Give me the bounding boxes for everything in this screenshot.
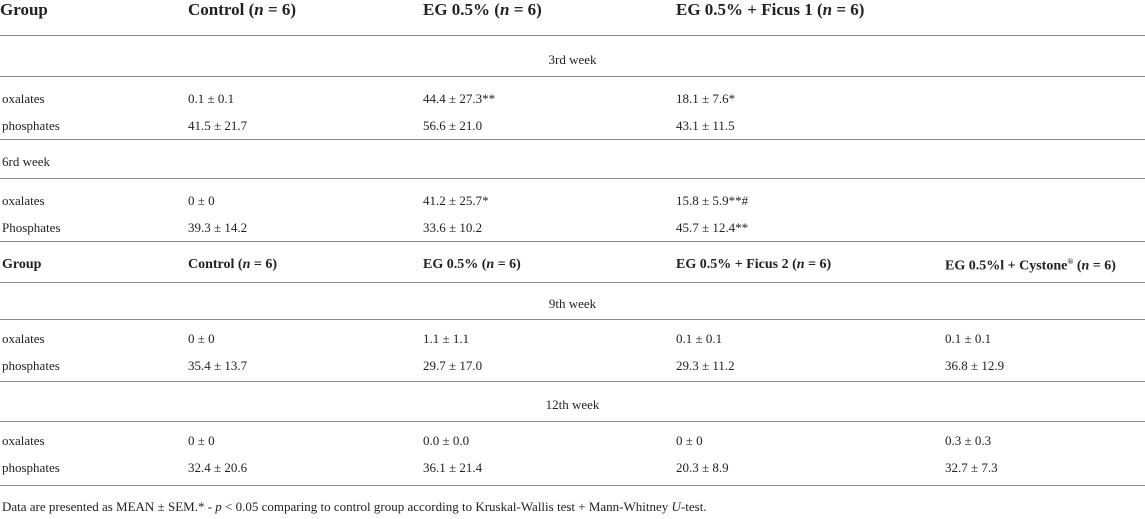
t1-header-rule bbox=[0, 35, 1145, 36]
table-cell: 0.1 ± 0.1 bbox=[188, 91, 235, 106]
section-label-3rd-week: 3rd week bbox=[548, 52, 597, 67]
table-cell: 0 ± 0 bbox=[188, 433, 215, 448]
t1-header-group: Group bbox=[0, 0, 48, 19]
section-rule bbox=[0, 76, 1145, 77]
table-footnote: Data are presented as MEAN ± SEM.* - p <… bbox=[2, 499, 707, 514]
section-label-9th-week: 9th week bbox=[548, 296, 597, 311]
row-label: oxalates bbox=[2, 91, 45, 106]
table-cell: 29.7 ± 17.0 bbox=[423, 358, 483, 373]
table-cell: 1.1 ± 1.1 bbox=[423, 331, 470, 346]
t1-header-control: Control (n = 6) bbox=[188, 0, 297, 19]
t1-header-eg: EG 0.5% (n = 6) bbox=[423, 0, 542, 19]
table-cell: 35.4 ± 13.7 bbox=[188, 358, 248, 373]
row-label: Phosphates bbox=[2, 220, 61, 235]
table-divider-rule bbox=[0, 241, 1145, 242]
section-label-6rd-week: 6rd week bbox=[2, 154, 51, 169]
table-cell: 0 ± 0 bbox=[188, 193, 215, 208]
table-cell: 0.0 ± 0.0 bbox=[423, 433, 470, 448]
section-rule bbox=[0, 381, 1145, 382]
table-cell: 0 ± 0 bbox=[188, 331, 215, 346]
t2-header-group: Group bbox=[2, 257, 42, 272]
row-label: phosphates bbox=[2, 118, 60, 133]
table-cell: 18.1 ± 7.6* bbox=[676, 91, 736, 106]
row-label: phosphates bbox=[2, 358, 60, 373]
t2-header-eg: EG 0.5% (n = 6) bbox=[423, 257, 521, 272]
table-cell: 45.7 ± 12.4** bbox=[676, 220, 749, 235]
row-label: oxalates bbox=[2, 433, 45, 448]
table-bottom-rule bbox=[0, 485, 1145, 486]
t1-header-eg-ficus1: EG 0.5% + Ficus 1 (n = 6) bbox=[676, 0, 865, 19]
table-cell: 56.6 ± 21.0 bbox=[423, 118, 483, 133]
table-cell: 32.4 ± 20.6 bbox=[188, 460, 248, 475]
table-cell: 41.2 ± 25.7* bbox=[423, 193, 489, 208]
table-cell: 0.3 ± 0.3 bbox=[945, 433, 992, 448]
table-cell: 20.3 ± 8.9 bbox=[676, 460, 729, 475]
t2-header-control: Control (n = 6) bbox=[188, 257, 278, 272]
table-cell: 0.1 ± 0.1 bbox=[945, 331, 992, 346]
section-label-12th-week: 12th week bbox=[545, 397, 600, 412]
table-cell: 43.1 ± 11.5 bbox=[676, 118, 735, 133]
table-cell: 33.6 ± 10.2 bbox=[423, 220, 483, 235]
section-rule bbox=[0, 421, 1145, 422]
table-cell: 41.5 ± 21.7 bbox=[188, 118, 248, 133]
table-cell: 15.8 ± 5.9**# bbox=[676, 193, 749, 208]
t2-header-eg-cystone: EG 0.5%l + Cystone® (n = 6) bbox=[945, 257, 1116, 274]
section-rule bbox=[0, 319, 1145, 320]
section-rule bbox=[0, 139, 1145, 140]
table-cell: 36.1 ± 21.4 bbox=[423, 460, 483, 475]
row-label: oxalates bbox=[2, 331, 45, 346]
row-label: oxalates bbox=[2, 193, 45, 208]
t2-header-eg-ficus2: EG 0.5% + Ficus 2 (n = 6) bbox=[676, 257, 832, 272]
table-cell: 39.3 ± 14.2 bbox=[188, 220, 248, 235]
table-cell: 0.1 ± 0.1 bbox=[676, 331, 723, 346]
table-cell: 32.7 ± 7.3 bbox=[945, 460, 998, 475]
table-cell: 29.3 ± 11.2 bbox=[676, 358, 735, 373]
section-rule bbox=[0, 178, 1145, 179]
table-cell: 44.4 ± 27.3** bbox=[423, 91, 496, 106]
table-cell: 36.8 ± 12.9 bbox=[945, 358, 1005, 373]
t2-header-rule bbox=[0, 282, 1145, 283]
table-cell: 0 ± 0 bbox=[676, 433, 703, 448]
row-label: phosphates bbox=[2, 460, 60, 475]
